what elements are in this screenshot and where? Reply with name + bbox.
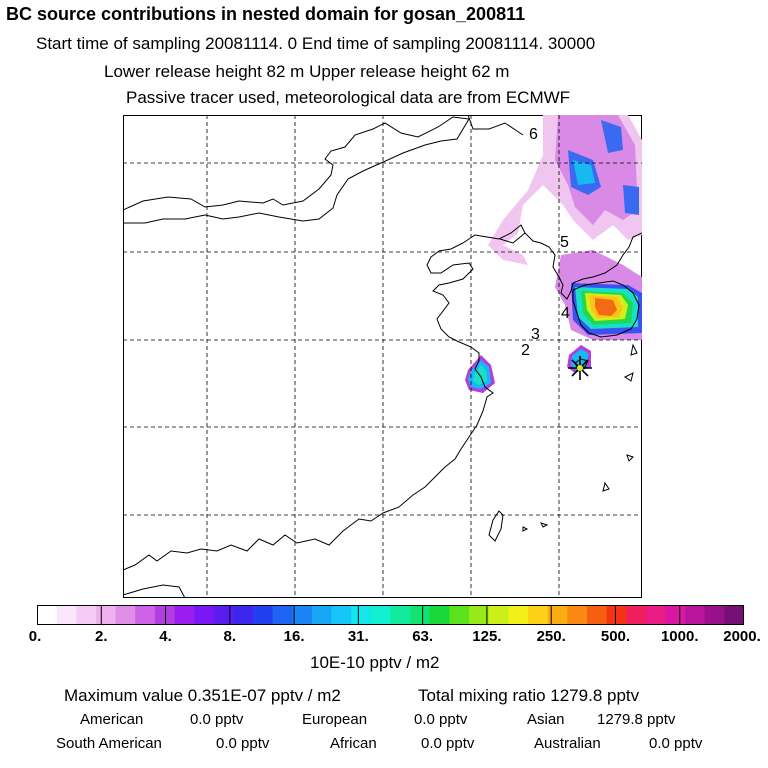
- colorbar-tick-label: 16.: [283, 628, 305, 645]
- sampling-time-line: Start time of sampling 20081114. 0 End t…: [36, 34, 596, 53]
- colorbar-swatch: [645, 605, 666, 625]
- plume-northeast: [488, 115, 642, 265]
- colorbar-swatch: [95, 605, 116, 625]
- colorbar-frame: [37, 605, 744, 625]
- colorbar-tick-label: 2.: [95, 628, 108, 645]
- colorbar-swatch: [586, 605, 607, 625]
- colorbar-swatch: [527, 605, 548, 625]
- plume-korea: [555, 250, 642, 340]
- colorbar-tick-label: 250.: [536, 628, 566, 645]
- colorbar-swatch: [174, 605, 195, 625]
- colorbar-swatch: [115, 605, 136, 625]
- total-mixing-ratio-label: Total mixing ratio 1279.8 pptv: [418, 686, 640, 705]
- point-label-2: 2: [521, 342, 530, 359]
- colorbar-swatch: [253, 605, 273, 625]
- colorbar-swatch: [331, 605, 352, 625]
- region-value-african: 0.0 pptv: [421, 735, 475, 752]
- receptor-star-marker: [568, 356, 592, 380]
- colorbar-swatch: [508, 605, 529, 625]
- release-height-line: Lower release height 82 m Upper release …: [104, 62, 510, 81]
- colorbar-tick-label: 31.: [347, 628, 369, 645]
- colorbar-swatch: [390, 605, 411, 625]
- colorbar-tick-label: 8.: [223, 628, 237, 645]
- region-name-european: European: [302, 711, 368, 728]
- colorbar-tick-label: 1000.: [660, 628, 699, 645]
- colorbar-swatch: [724, 605, 744, 625]
- region-value-asian: 1279.8 pptv: [597, 711, 676, 728]
- colorbar-tick-label: 4.: [159, 628, 172, 645]
- colorbar-swatch: [135, 605, 156, 625]
- colorbar-swatch: [685, 605, 706, 625]
- colorbar-swatch: [351, 605, 372, 625]
- colorbar-swatch: [547, 605, 568, 625]
- colorbar-swatch: [449, 605, 470, 625]
- colorbar-tick-labels: 0. 2. 4. 8. 16. 31. 63. 125. 250. 500. 1000. 2000.: [0, 628, 768, 648]
- colorbar-swatch: [311, 605, 332, 625]
- colorbar-swatch: [410, 605, 431, 625]
- colorbar-tick-label: 2000.: [723, 628, 761, 645]
- region-name-american: American: [80, 711, 144, 728]
- point-label-6: 6: [529, 126, 538, 143]
- colorbar-swatch: [429, 605, 450, 625]
- region-name-asian: Asian: [527, 711, 565, 728]
- colorbar-swatch: [567, 605, 588, 625]
- colorbar-swatch: [704, 605, 725, 625]
- region-value-american: 0.0 pptv: [190, 711, 244, 728]
- point-label-5: 5: [560, 234, 569, 251]
- region-value-australian: 0.0 pptv: [649, 735, 703, 752]
- colorbar-unit-label: 10E-10 pptv / m2: [310, 653, 440, 672]
- colorbar-tick-label: 125.: [472, 628, 502, 645]
- colorbar-swatch: [76, 605, 97, 625]
- colorbar-swatch: [665, 605, 686, 625]
- colorbar-swatch: [194, 605, 215, 625]
- region-value-south-american: 0.0 pptv: [216, 735, 270, 752]
- colorbar: [37, 605, 744, 625]
- colorbar-swatch: [37, 605, 57, 625]
- point-label-4: 4: [561, 305, 570, 322]
- colorbar-swatch: [606, 605, 627, 625]
- tracer-info-line: Passive tracer used, meteorological data…: [126, 88, 571, 107]
- region-value-european: 0.0 pptv: [414, 711, 468, 728]
- point-label-3: 3: [531, 326, 540, 343]
- region-name-african: African: [330, 735, 377, 752]
- region-name-south-american: South American: [56, 735, 162, 752]
- graticule: [123, 115, 642, 598]
- region-name-australian: Australian: [534, 735, 601, 752]
- map-title: BC source contributions in nested domain…: [6, 4, 526, 24]
- colorbar-swatch: [213, 605, 234, 625]
- colorbar-swatch: [370, 605, 391, 625]
- colorbar-swatch: [469, 605, 489, 625]
- colorbar-swatch: [233, 605, 254, 625]
- colorbar-swatch: [272, 605, 293, 625]
- colorbar-swatch: [626, 605, 647, 625]
- colorbar-swatch: [292, 605, 313, 625]
- maximum-value-label: Maximum value 0.351E-07 pptv / m2: [64, 686, 341, 705]
- colorbar-swatch: [56, 605, 77, 625]
- colorbar-tick-label: 0.: [28, 628, 42, 645]
- map-panel: 6 5 4 3 2: [123, 115, 642, 598]
- colorbar-swatch: [488, 605, 509, 625]
- colorbar-swatch: [154, 605, 175, 625]
- colorbar-tick-label: 63.: [412, 628, 434, 645]
- colorbar-tick-label: 500.: [600, 628, 631, 645]
